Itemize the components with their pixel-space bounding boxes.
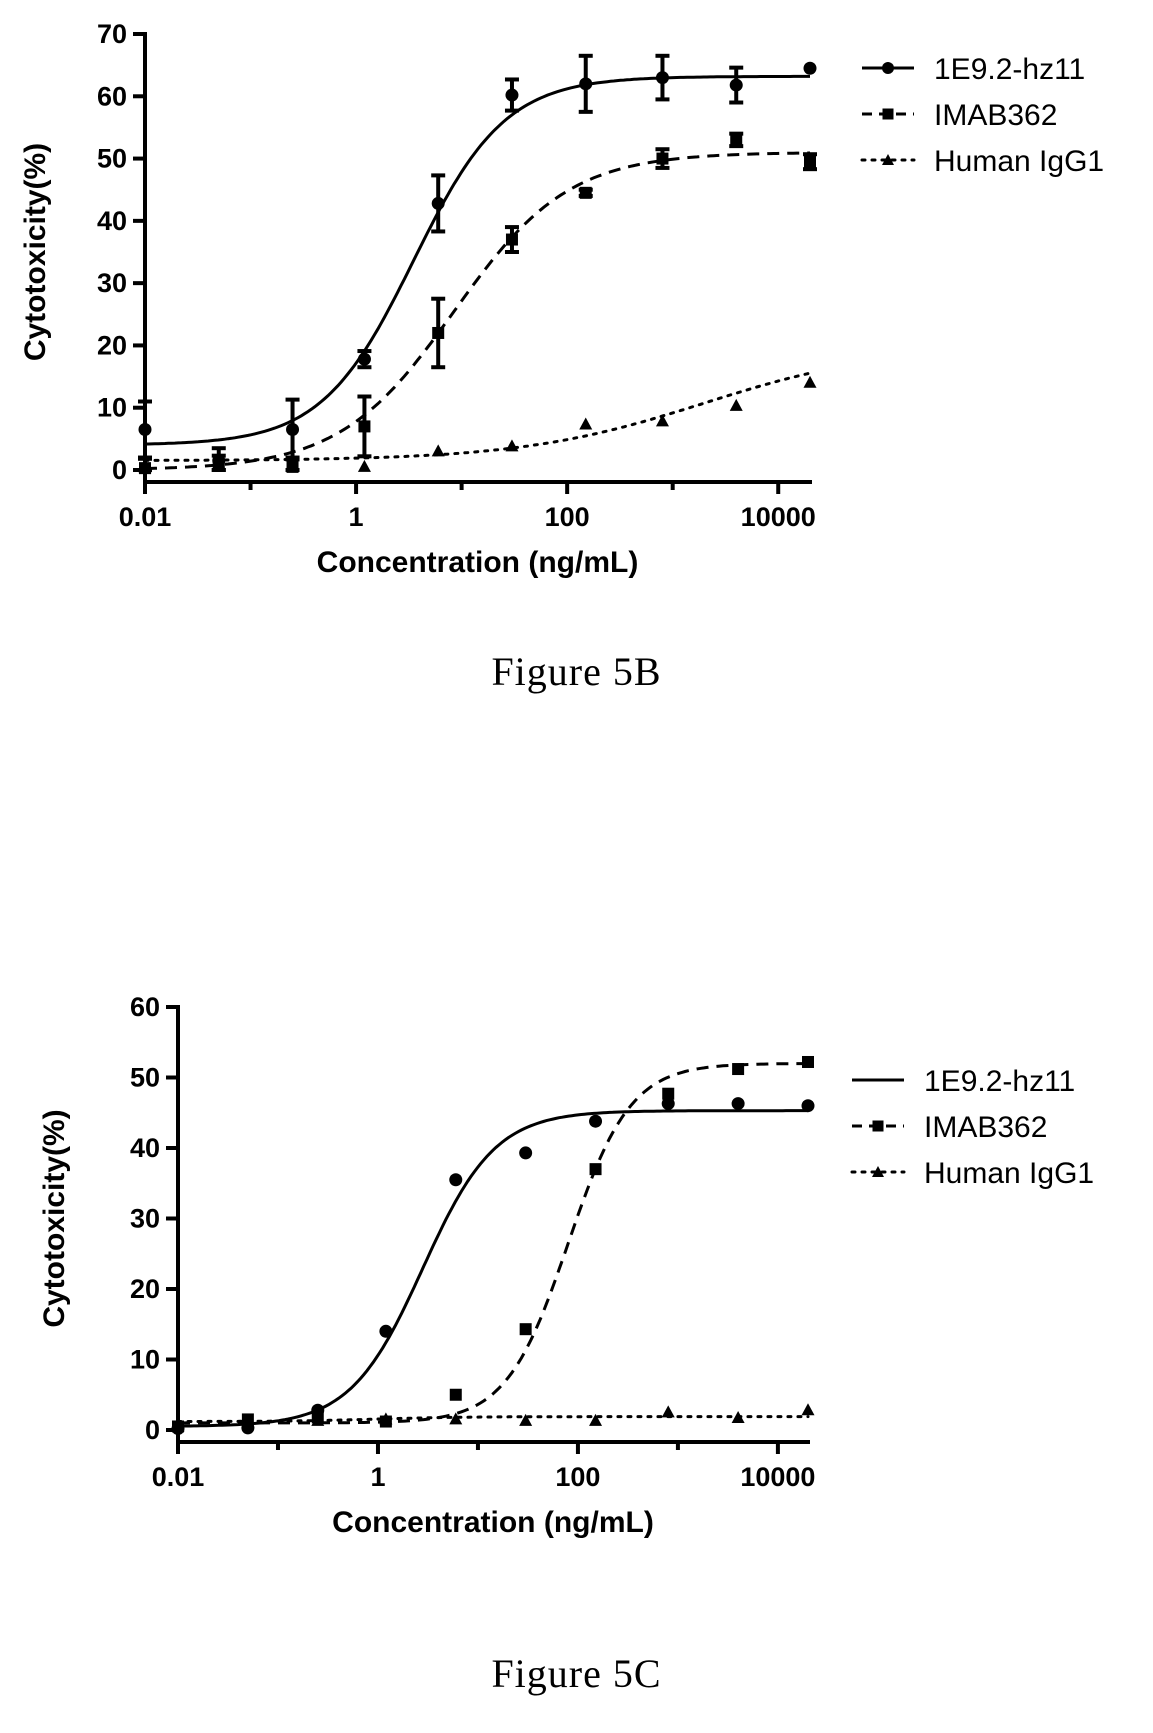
fig5b-x-tick-label: 1: [349, 502, 364, 532]
fig5b-point-2: [656, 152, 669, 165]
fig5c-point-1: [731, 1097, 745, 1111]
fig5b-y-tick-label: 10: [97, 393, 127, 423]
fig5c-point-2: [802, 1055, 814, 1068]
fig5c-y-tick-label: 10: [130, 1345, 160, 1375]
fig5b-point-3: [729, 398, 743, 411]
fig5b-point-1: [579, 77, 593, 91]
fig5c-y-axis-title: Cytotoxicity(%): [38, 1109, 71, 1327]
fig5b-x-tick-label: 10000: [741, 502, 816, 532]
fig5c-point-3: [731, 1411, 745, 1424]
fig5c-legend-marker-3: [872, 1166, 884, 1177]
fig5b-point-3: [357, 459, 371, 472]
fig5b-legend-marker-2: [882, 108, 894, 120]
fig5c-point-2: [662, 1087, 675, 1100]
fig5b-point-1: [357, 352, 371, 366]
fig5c-legend-label-1: 1E9.2-hz11: [924, 1065, 1075, 1098]
fig5c-point-3: [801, 1403, 815, 1416]
fig5b-point-2: [358, 420, 371, 433]
fig5c-x-tick-label: 100: [555, 1462, 600, 1492]
fig5c-y-tick-label: 50: [130, 1063, 160, 1093]
fig5b-point-3: [286, 456, 300, 469]
fig5c-legend-label-3: Human IgG1: [924, 1157, 1094, 1190]
fig5b-y-tick-label: 0: [112, 455, 127, 485]
fig5c-y-tick-label: 40: [130, 1133, 160, 1163]
fig5b-point-3: [579, 417, 593, 430]
fig5b-legend-label-1: 1E9.2-hz11: [934, 53, 1085, 86]
fig5b-point-3: [431, 444, 445, 457]
figure-5b-panel: 0 10 20 30 40 50 60 70 0.01 1 100 10000 Concentratio…: [0, 0, 1153, 760]
fig5c-point-1: [449, 1173, 463, 1187]
fig5c-point-1: [519, 1146, 533, 1160]
fig5c-point-3: [519, 1413, 533, 1426]
fig5b-y-tick-label: 30: [97, 268, 127, 298]
fig5b-point-3: [505, 439, 519, 452]
figure-5c-caption: Figure 5C: [491, 1651, 662, 1696]
fig5b-x-axis-title: Concentration (ng/mL): [317, 546, 639, 579]
fig5c-point-1: [589, 1114, 603, 1128]
fig5b-point-2: [432, 326, 445, 339]
fig5b-fit-curve-3: [143, 371, 812, 462]
figure-5c-panel: 0 10 20 30 40 50 60 0.01 1 100 10000 Concentration …: [0, 990, 1153, 1733]
fig5b-point-3: [803, 375, 817, 388]
figure-5b-chart: 0 10 20 30 40 50 60 70 0.01 1 100 10000 Concentratio…: [19, 19, 1104, 579]
fig5b-legend-label-3: Human IgG1: [934, 145, 1104, 178]
fig5b-point-1: [138, 423, 152, 437]
fig5c-y-tick-label: 30: [130, 1204, 160, 1234]
fig5b-point-3: [138, 461, 152, 474]
fig5b-y-tick-label: 40: [97, 206, 127, 236]
fig5c-point-2: [519, 1323, 532, 1336]
fig5b-x-tick-label: 100: [545, 502, 590, 532]
fig5b-legend-marker-1: [882, 62, 894, 74]
fig5b-x-tick-label: 0.01: [119, 502, 172, 532]
fig5b-point-1: [803, 61, 817, 75]
fig5c-point-3: [661, 1405, 675, 1418]
fig5b-point-2: [579, 186, 592, 199]
fig5c-x-axis-title: Concentration (ng/mL): [332, 1506, 654, 1539]
fig5b-y-tick-label: 70: [97, 19, 127, 49]
fig5b-point-1: [431, 196, 445, 210]
fig5c-point-3: [379, 1412, 393, 1425]
fig5c-point-3: [449, 1412, 463, 1425]
fig5b-fit-curve-1: [145, 74, 810, 446]
fig5c-fit-curve-1: [178, 1109, 808, 1428]
fig5c-point-3: [589, 1413, 603, 1426]
fig5b-y-tick-label: 50: [97, 144, 127, 174]
fig5b-y-tick-label: 60: [97, 81, 127, 111]
fig5c-y-tick-label: 20: [130, 1274, 160, 1304]
fig5c-point-3: [241, 1415, 255, 1428]
fig5b-point-2: [730, 133, 743, 146]
fig5b-y-axis-title: Cytotoxicity(%): [19, 143, 52, 361]
fig5b-fit-curve-2: [144, 151, 810, 471]
figure-5c-chart: 0 10 20 30 40 50 60 0.01 1 100 10000 Concentration …: [38, 992, 1094, 1539]
fig5b-point-1: [729, 78, 743, 92]
fig5c-legend-marker-2: [872, 1120, 884, 1132]
fig5c-fit-curve-2: [178, 1062, 808, 1425]
fig5c-point-2: [732, 1063, 745, 1076]
fig5b-point-1: [505, 88, 519, 102]
fig5c-point-2: [589, 1163, 602, 1176]
fig5c-point-2: [449, 1388, 462, 1401]
fig5b-point-3: [212, 456, 226, 469]
fig5c-x-tick-label: 10000: [740, 1462, 815, 1492]
fig5c-x-tick-label: 1: [370, 1462, 385, 1492]
fig5b-y-tick-label: 20: [97, 330, 127, 360]
fig5b-point-1: [286, 423, 300, 437]
fig5c-y-tick-label: 60: [130, 992, 160, 1022]
fig5c-x-tick-label: 0.01: [152, 1462, 205, 1492]
fig5c-point-1: [661, 1097, 675, 1111]
fig5c-point-1: [379, 1324, 393, 1338]
fig5b-point-2: [804, 155, 816, 168]
fig5b-point-2: [505, 233, 518, 246]
fig5c-point-1: [801, 1099, 815, 1113]
fig5b-point-1: [655, 71, 669, 85]
fig5c-y-tick-label: 0: [145, 1415, 160, 1445]
fig5c-point-3: [171, 1419, 185, 1432]
fig5b-legend-marker-3: [882, 154, 894, 165]
fig5b-legend-label-2: IMAB362: [934, 99, 1057, 132]
fig5c-point-3: [311, 1413, 325, 1426]
fig5c-legend-label-2: IMAB362: [924, 1111, 1047, 1144]
fig5b-point-3: [655, 414, 669, 427]
figure-5b-caption: Figure 5B: [491, 649, 662, 694]
